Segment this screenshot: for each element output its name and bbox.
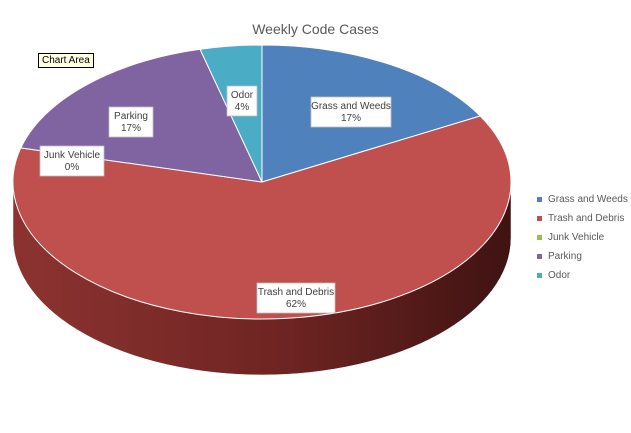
data-label-name: Odor (231, 90, 254, 101)
data-label-percent: 17% (341, 113, 361, 124)
slice-trash-and-debris[interactable] (12, 115, 512, 320)
legend-label: Parking (548, 251, 582, 262)
legend-label: Odor (548, 270, 571, 281)
legend-swatch (537, 216, 542, 221)
legend-item-parking[interactable]: Parking (537, 247, 628, 266)
data-label-box (256, 282, 336, 314)
legend-item-trash-and-debris[interactable]: Trash and Debris (537, 209, 628, 228)
legend-item-odor[interactable]: Odor (537, 266, 628, 285)
legend-swatch (537, 197, 542, 202)
data-label-name: Junk Vehicle (44, 150, 101, 161)
legend-label: Trash and Debris (548, 213, 625, 224)
legend-item-junk-vehicle[interactable]: Junk Vehicle (537, 228, 628, 247)
data-label-percent: 4% (235, 102, 250, 113)
legend: Grass and Weeds Trash and Debris Junk Ve… (537, 190, 628, 285)
data-label-percent: 62% (286, 299, 306, 310)
data-label-box (310, 96, 392, 128)
data-label-box (39, 145, 105, 177)
data-label-name: Trash and Debris (258, 287, 334, 298)
legend-swatch (537, 273, 542, 278)
legend-item-grass-and-weeds[interactable]: Grass and Weeds (537, 190, 628, 209)
legend-label: Grass and Weeds (548, 194, 628, 205)
data-label-name: Grass and Weeds (311, 101, 391, 112)
chart-area-tooltip: Chart Area (38, 53, 94, 68)
legend-label: Junk Vehicle (548, 232, 605, 243)
data-label-percent: 17% (121, 123, 141, 134)
chart-title: Weekly Code Cases (252, 21, 379, 37)
data-label-box (108, 106, 154, 138)
data-label-percent: 0% (65, 162, 80, 173)
data-label-box (226, 85, 258, 117)
data-label-name: Parking (114, 111, 148, 122)
legend-swatch (537, 254, 542, 259)
legend-swatch (537, 235, 542, 240)
